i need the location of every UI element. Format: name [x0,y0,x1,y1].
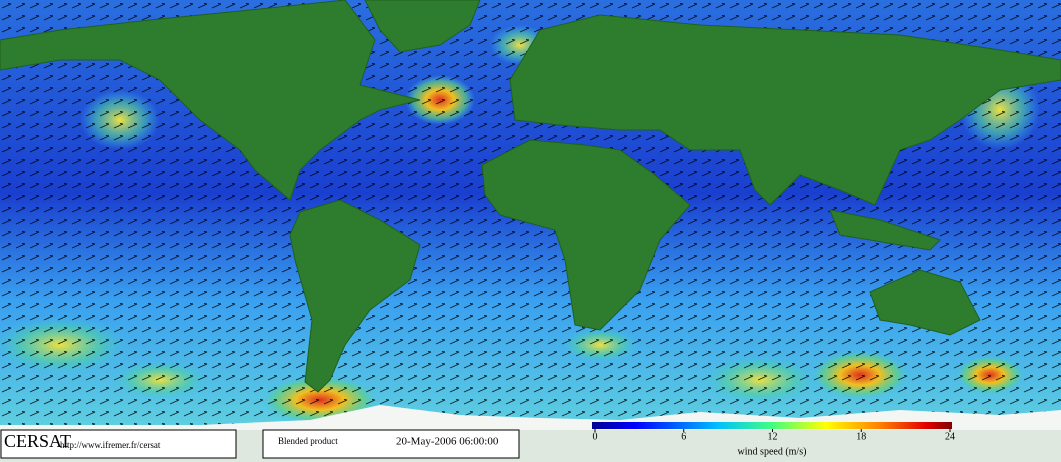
colorbar: wind speed (m/s) 0 6 12 18 24 [592,422,955,457]
colorbar-tick-label: 18 [856,431,866,442]
date: 20-May-2006 06:00:00 [396,436,499,448]
colorbar-tick-label: 0 [593,431,598,442]
product: Blended product [278,436,338,446]
colorbar-ramp [592,422,952,429]
continents [0,0,1061,430]
colorbar-tick-label: 24 [945,431,955,442]
url: http://www.ifremer.fr/cersat [60,440,161,450]
colorbar-label: wind speed (m/s) [738,446,807,457]
info-box: CERSAT http://www.ifremer.fr/cersat Blen… [0,429,520,459]
logo: CERSAT [4,431,71,451]
colorbar-tick-label: 12 [768,431,778,442]
colorbar-tick-label: 6 [681,431,686,442]
map [0,0,1061,430]
logo-box [0,429,237,459]
product-box [262,429,520,459]
